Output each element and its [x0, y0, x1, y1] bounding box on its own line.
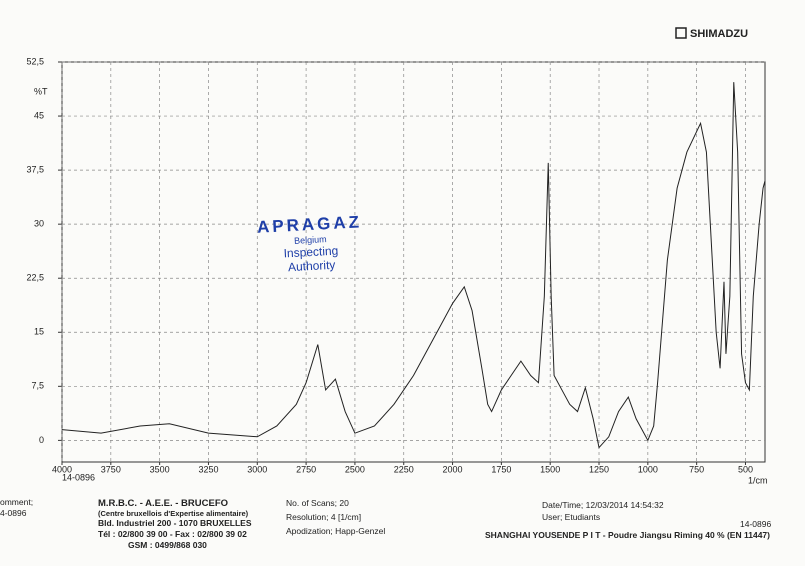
sample-id: 14-0896: [62, 472, 95, 482]
x-tick-label: 1500: [540, 464, 560, 474]
comment-label: omment;: [0, 497, 34, 507]
lab-line: GSM : 0499/868 030: [128, 540, 207, 550]
x-tick-label: 3500: [150, 464, 170, 474]
x-tick-label: 1750: [491, 464, 511, 474]
lab-line: (Centre bruxellois d'Expertise alimentai…: [98, 509, 249, 518]
comment-id: 4-0896: [0, 508, 27, 518]
spectrum-line: [61, 82, 766, 449]
x-tick-label: 2750: [296, 464, 316, 474]
y-axis-label: %T: [34, 86, 48, 96]
setting: Resolution; 4 [1/cm]: [286, 512, 362, 522]
user: User; Etudiants: [542, 512, 601, 522]
id: 14-0896: [740, 519, 772, 529]
date: Date/Time; 12/03/2014 14:54:32: [542, 500, 664, 510]
y-tick-label: 30: [34, 219, 44, 229]
x-tick-label: 1000: [638, 464, 658, 474]
stamp: APRAGAZ Belgium Inspecting Authority: [257, 212, 365, 275]
lab-line: Bld. Industriel 200 - 1070 BRUXELLES: [98, 518, 252, 528]
lab-line: M.R.B.C. - A.E.E. - BRUCEFO: [98, 498, 229, 509]
y-tick-label: 52,5: [26, 56, 44, 66]
x-tick-label: 1250: [589, 464, 609, 474]
y-tick-label: 37,5: [26, 164, 44, 174]
x-tick-label: 3000: [247, 464, 267, 474]
sample-name: SHANGHAI YOUSENDE P I T - Poudre Jiangsu…: [485, 530, 770, 540]
setting: No. of Scans; 20: [286, 498, 349, 508]
setting: Apodization; Happ-Genzel: [286, 526, 386, 536]
y-tick-label: 15: [34, 327, 44, 337]
x-axis-label: 1/cm: [748, 475, 768, 485]
y-tick-label: 7,5: [31, 381, 44, 391]
plot-frame: [61, 61, 766, 463]
y-tick-label: 45: [34, 110, 44, 120]
x-tick-label: 3750: [101, 464, 121, 474]
x-tick-label: 2500: [345, 464, 365, 474]
x-tick-label: 2000: [443, 464, 463, 474]
lab-line: Tél : 02/800 39 00 - Fax : 02/800 39 02: [98, 529, 247, 539]
x-tick-label: 750: [689, 464, 704, 474]
y-tick-label: 0: [39, 435, 44, 445]
brand-logo: [675, 27, 687, 39]
x-tick-label: 2250: [394, 464, 414, 474]
brand: SHIMADZU: [690, 28, 748, 40]
x-tick-label: 500: [738, 464, 753, 474]
x-tick-label: 4000: [52, 464, 72, 474]
x-tick-label: 3250: [198, 464, 218, 474]
y-tick-label: 22,5: [26, 273, 44, 283]
